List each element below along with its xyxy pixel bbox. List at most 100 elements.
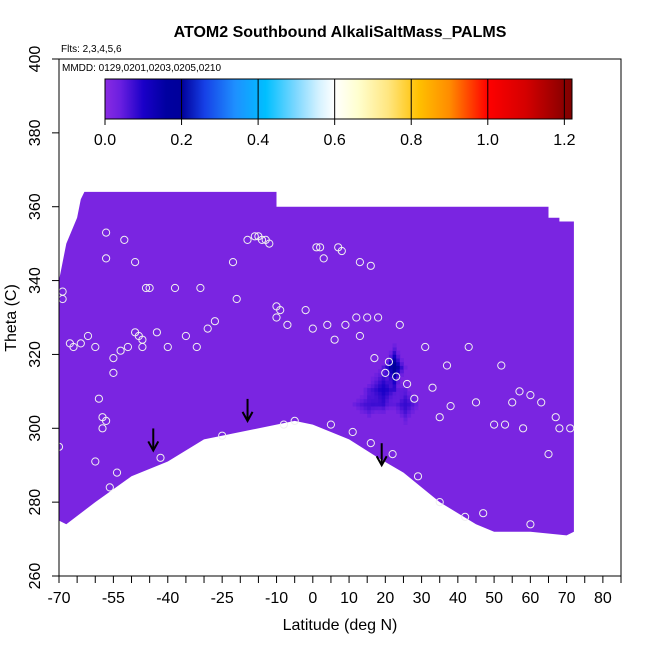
heatmap-cell [392,376,397,381]
chart-title: ATOM2 Southbound AlkaliSaltMass_PALMS [174,24,507,41]
observation-point [156,453,165,462]
heatmap-cell [403,402,408,407]
observation-point [319,254,328,263]
observation-point [497,361,506,370]
heatmap-cell [399,361,404,366]
heatmap-cell [370,395,375,400]
observation-point [490,420,499,429]
heatmap-cell [385,369,390,374]
heatmap-cell [403,395,408,400]
heatmap-cell [359,402,364,407]
y-axis: 260 280 300 320 340 360 380 400 [27,46,59,589]
heatmap-cell [388,365,393,370]
observation-point [48,314,55,321]
heatmap-cell [370,391,375,396]
observation-point [203,324,212,333]
heatmap-cell [381,387,386,392]
observation-point [395,320,404,329]
x-tick-label: 60 [521,590,539,607]
heatmap-cell [381,391,386,396]
heatmap-cell [363,398,368,403]
heatmap-cell [378,376,383,381]
flights-label: Flts: 2,3,4,5,6 [61,44,122,55]
heatmap-cell [392,343,397,348]
observation-point [196,283,205,293]
observation-point [363,313,372,322]
observation-point [192,342,201,352]
observation-point [566,424,575,433]
heatmap-cell [385,395,390,400]
heatmap-cell [396,395,401,400]
colorbar-tick-label: 0.2 [170,132,192,149]
heatmap-cell [403,398,408,403]
heatmap-cell [370,387,375,392]
heatmap-cell [396,391,401,396]
observation-points [48,228,575,529]
heatmap-cell [378,387,383,392]
down-arrow [375,443,388,468]
heatmap-cell [385,384,390,389]
x-tick-label: -25 [211,590,234,607]
heatmap-cell [367,387,372,392]
heatmap-cell [388,369,393,374]
heatmap-cell [381,365,386,370]
x-axis: -70 -55 -40 -25 -10 0 10 20 30 40 50 60 70 80 [47,576,622,607]
observation-point [519,424,528,433]
observation-point [330,335,339,344]
observation-point [464,342,473,352]
observation-point [232,294,241,304]
heatmap-cell [392,361,397,366]
heatmap-cell [381,409,386,414]
observation-point [413,472,423,481]
observation-point [316,243,325,252]
y-tick-label: 360 [27,193,44,220]
observation-point [98,424,107,433]
observation-point [138,342,147,352]
heatmap-cell [363,402,368,407]
heatmap-cell [388,395,393,400]
heatmap-cell [388,384,393,389]
observation-point [446,402,455,411]
heatmap-cell [381,372,386,377]
heatmap-cell [403,384,408,389]
heatmap-cell [399,398,404,403]
heatmap-cell [388,398,393,403]
heatmap-cell [385,380,390,385]
heatmap-cell [410,395,415,400]
observation-point [283,320,292,329]
heatmap-cell [359,395,364,400]
observation-point [228,258,238,267]
heatmap-cell [396,387,401,392]
observation-point [355,331,364,341]
observation-point [500,420,510,429]
observation-point [508,398,517,407]
heatmap-cell [399,406,404,411]
observation-point [109,368,118,377]
heatmap-cell [374,387,379,392]
observation-point [69,342,78,352]
observation-point [250,232,259,241]
heatmap-cell [396,369,401,374]
heatmap-cell [381,384,386,389]
observation-point [537,398,546,407]
observation-point [102,416,111,425]
observation-point [145,283,154,293]
heatmap-cell [392,395,397,400]
heatmap-cell [388,376,393,381]
heatmap-cell [378,406,383,411]
observation-point [290,416,299,425]
heatmap-cell [378,384,383,389]
heatmap-cell [396,372,401,377]
observation-point [272,313,281,322]
observation-point [428,383,437,392]
heatmap-cell [359,398,364,403]
down-arrow [241,398,254,423]
heatmap-cell [363,387,368,392]
observation-point [265,239,274,248]
heatmap-cell [392,380,397,385]
x-tick-label: 0 [308,590,317,607]
observation-point [551,413,560,422]
heatmap-cell [388,387,393,392]
heatmap-cell [396,380,401,385]
heatmap-cell [410,409,415,414]
